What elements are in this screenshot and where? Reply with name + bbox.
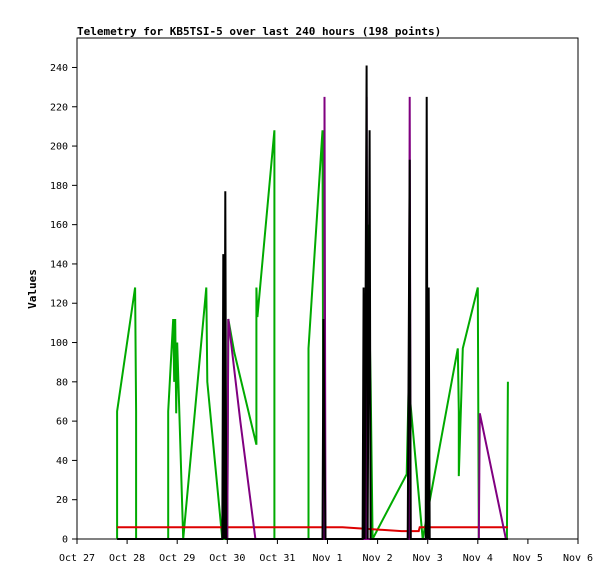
x-tick-label: Oct 30	[209, 553, 245, 564]
series-layer	[116, 65, 509, 540]
x-tick-label: Nov 1	[312, 553, 342, 564]
y-axis-ticks: 0 20 40 60 80 100 120 140 160 180 200 220 240	[50, 63, 77, 546]
y-tick-label: 0	[62, 535, 68, 546]
x-tick-label: Oct 29	[159, 553, 195, 564]
y-tick-label: 120	[50, 299, 68, 310]
y-tick-label: 200	[50, 142, 68, 153]
y-tick-label: 60	[56, 417, 68, 428]
y-tick-label: 80	[56, 377, 68, 388]
x-tick-label: Oct 28	[109, 553, 145, 564]
y-tick-label: 180	[50, 181, 68, 192]
y-tick-label: 140	[50, 259, 68, 270]
x-tick-label: Nov 5	[513, 553, 543, 564]
series-line-4	[117, 65, 508, 540]
series-line-2	[117, 526, 508, 533]
y-tick-label: 160	[50, 220, 68, 231]
y-axis-label: Values	[26, 269, 39, 309]
x-axis-ticks: Oct 27 Oct 28 Oct 29 Oct 30 Oct 31 Nov 1 Nov 2…	[59, 539, 593, 564]
plot-frame	[76, 37, 579, 540]
y-tick-label: 220	[50, 102, 68, 113]
x-tick-label: Nov 3	[413, 553, 443, 564]
x-tick-label: Oct 27	[59, 553, 95, 564]
chart-title: Telemetry for KB5TSI-5 over last 240 hou…	[77, 25, 441, 38]
x-tick-label: Nov 2	[363, 553, 393, 564]
series-line-1	[116, 130, 509, 540]
y-tick-label: 20	[56, 495, 68, 506]
x-tick-label: Oct 31	[259, 553, 295, 564]
y-tick-label: 40	[56, 456, 68, 467]
x-tick-label: Nov 4	[463, 553, 493, 564]
x-tick-label: Nov 6	[563, 553, 593, 564]
y-tick-label: 100	[50, 338, 68, 349]
y-tick-label: 240	[50, 63, 68, 74]
